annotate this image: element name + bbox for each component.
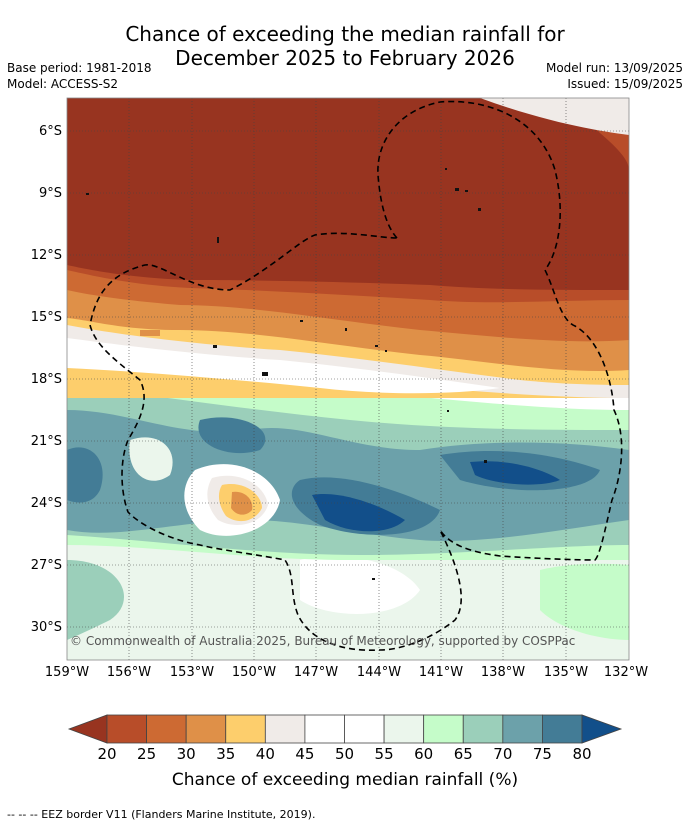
field-central-darkblue	[312, 494, 405, 532]
field-south-white	[300, 556, 420, 614]
field-sw-green	[67, 560, 124, 640]
lat-label: 6°S	[38, 124, 62, 139]
colorbar-tick-label: 70	[493, 745, 513, 763]
meta-left: Base period: 1981-2018 Model: ACCESS-S2	[7, 60, 152, 92]
model-run: Model run: 13/09/2025	[545, 61, 683, 75]
map-frame	[66, 97, 630, 661]
lat-label: 21°S	[30, 434, 62, 449]
field-west-blue	[67, 447, 103, 503]
lon-label: 150°W	[231, 665, 277, 680]
eez-border	[89, 100, 623, 651]
issued-date: Issued: 15/09/2025	[567, 77, 683, 91]
lon-label: 144°W	[356, 665, 402, 680]
map-title: Chance of exceeding the median rainfall …	[0, 22, 690, 70]
lat-label: 27°S	[30, 558, 62, 573]
lat-label: 9°S	[38, 186, 62, 201]
colorbar-tick-label: 20	[97, 745, 117, 763]
colorbar-swatch	[185, 714, 227, 744]
colorbar-swatch	[423, 714, 464, 744]
field-ne-grey	[480, 98, 629, 135]
field-transition-white	[67, 338, 500, 394]
colorbar-swatch	[225, 714, 266, 744]
colorbar-arrow-low	[67, 714, 108, 744]
field-se-green	[540, 563, 629, 640]
field-east-darkblue	[470, 461, 560, 485]
colorbar-tick-label: 65	[453, 745, 473, 763]
lon-label: 132°W	[603, 665, 649, 680]
colorbar-tick-label: 60	[414, 745, 434, 763]
gridlines	[67, 98, 629, 660]
colorbar-swatch	[304, 714, 345, 744]
colorbar-tick-label: 40	[255, 745, 275, 763]
field-mid-blue	[198, 417, 266, 454]
base-period: Base period: 1981-2018	[7, 61, 152, 75]
lon-label: 147°W	[293, 665, 339, 680]
lon-label: 141°W	[418, 665, 464, 680]
colorbar-tick-label: 25	[137, 745, 157, 763]
lat-label: 12°S	[30, 248, 62, 263]
field-transition	[67, 325, 629, 398]
meta-right: Model run: 13/09/2025 Issued: 15/09/2025	[546, 60, 683, 92]
field-north-lt20	[67, 98, 629, 290]
colorbar-swatch	[264, 714, 306, 744]
lon-label: 138°W	[480, 665, 526, 680]
lat-label: 24°S	[30, 496, 62, 511]
field-west-light	[129, 437, 173, 481]
model-name: Model: ACCESS-S2	[7, 77, 119, 91]
colorbar-tick-label: 30	[176, 745, 196, 763]
colorbar-tick-label: 35	[216, 745, 236, 763]
colorbar-swatch	[106, 714, 147, 744]
colorbar-swatch	[502, 714, 543, 744]
lon-label: 159°W	[44, 665, 90, 680]
colorbar-swatch	[462, 714, 504, 744]
colorbar	[67, 714, 623, 744]
lat-label: 18°S	[30, 372, 62, 387]
copyright-notice: © Commonwealth of Australia 2025, Bureau…	[70, 634, 576, 648]
lon-label: 153°W	[169, 665, 215, 680]
colorbar-tick-label: 75	[532, 745, 552, 763]
lat-label: 15°S	[30, 310, 62, 325]
colorbar-swatch	[146, 714, 187, 744]
eez-footnote: -- -- -- EEZ border V11 (Flanders Marine…	[7, 808, 316, 821]
title-line-2: December 2025 to February 2026	[175, 46, 515, 70]
colorbar-tick-label: 55	[374, 745, 394, 763]
lon-label: 156°W	[106, 665, 152, 680]
colorbar-swatch	[542, 714, 583, 744]
colorbar-tick-label: 45	[295, 745, 315, 763]
title-line-1: Chance of exceeding the median rainfall …	[125, 22, 565, 46]
islands	[86, 168, 487, 580]
field-patch-orange	[140, 330, 160, 336]
colorbar-swatch	[383, 714, 425, 744]
colorbar-swatch	[344, 714, 385, 744]
colorbar-tick-label: 50	[334, 745, 355, 763]
lon-label: 135°W	[543, 665, 589, 680]
lat-label: 30°S	[30, 620, 62, 635]
colorbar-tick-label: 80	[572, 745, 592, 763]
map-fields	[67, 98, 629, 660]
colorbar-arrow-high	[581, 714, 623, 744]
colorbar-title: Chance of exceeding median rainfall (%)	[171, 770, 519, 790]
